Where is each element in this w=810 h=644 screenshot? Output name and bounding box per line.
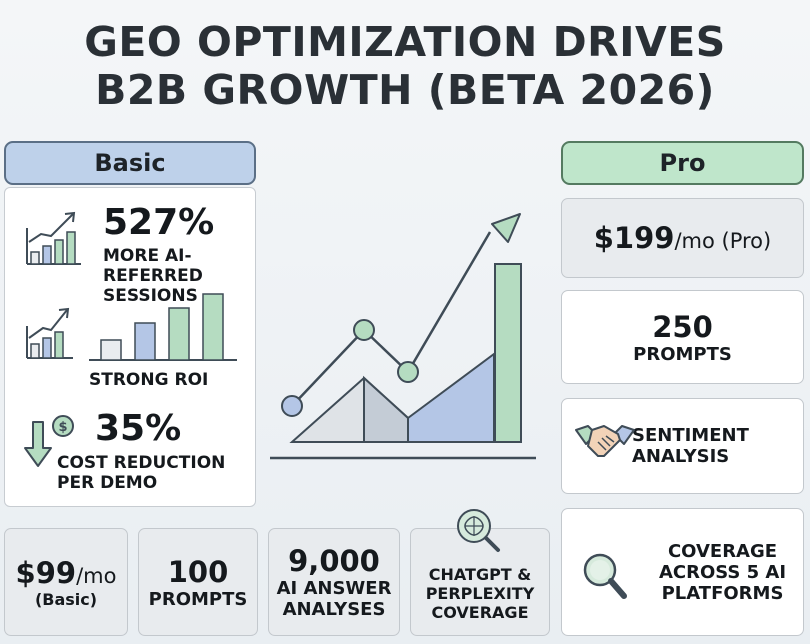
pro-sentiment-line-2: ANALYSIS [632, 446, 730, 467]
pro-price-unit: /mo (Pro) [674, 229, 772, 253]
basic-price: $99/mo [16, 556, 117, 590]
pro-header: Pro [561, 141, 804, 185]
basic-analyses-card: 9,000 AI ANSWER ANALYSES [268, 528, 400, 636]
pro-price-value: $199 [593, 221, 675, 255]
basic-header: Basic [4, 141, 256, 185]
pro-coverage-line-2: ACROSS 5 AI [658, 561, 787, 583]
basic-panel: 527% MORE AI-REFERRED SESSIONS STRONG RO… [4, 187, 256, 507]
pro-prompts-card: 250 PROMPTS [561, 290, 804, 384]
stat-527-value: 527% [103, 202, 215, 243]
handshake-icon [575, 425, 635, 457]
roi-bars-graphic [89, 293, 237, 361]
title-line-1: GEO OPTIMIZATION DRIVES [84, 18, 726, 66]
basic-analyses-value: 9,000 [288, 544, 380, 578]
basic-coverage-line-2: PERPLEXITY [425, 583, 535, 603]
pro-coverage-line-3: PLATFORMS [661, 582, 784, 604]
title-line-2: B2B GROWTH (BETA 2026) [95, 66, 715, 114]
down-arrow-dollar-icon: $ [24, 415, 74, 467]
bar-chart-up-icon [26, 307, 73, 359]
pro-price: $199/mo (Pro) [594, 221, 771, 255]
stat-35-caption-line-1: COST REDUCTION [57, 453, 226, 473]
bar-chart-up-icon [26, 211, 81, 265]
stat-527-caption-line-2: SESSIONS [103, 286, 198, 306]
pro-price-card: $199/mo (Pro) [561, 198, 804, 278]
stat-527-caption-line-1: MORE AI-REFERRED [103, 246, 203, 286]
ai-magnifier-icon [457, 509, 500, 552]
basic-price-card: $99/mo (Basic) [4, 528, 128, 636]
stat-35-caption: COST REDUCTION PER DEMO [57, 453, 225, 493]
basic-price-value: $99 [15, 555, 77, 590]
growth-chart-graphic [270, 213, 536, 460]
svg-text:$: $ [58, 420, 67, 435]
pro-prompts-label: PROMPTS [633, 343, 732, 365]
basic-prompts-card: 100 PROMPTS [138, 528, 258, 636]
stat-roi-caption: STRONG ROI [89, 370, 209, 390]
stat-35-caption-line-2: PER DEMO [57, 473, 158, 493]
basic-price-unit: /mo [76, 563, 117, 588]
basic-analyses-line-1: AI ANSWER [276, 578, 392, 599]
stat-527-caption: MORE AI-REFERRED SESSIONS [103, 246, 255, 306]
pro-coverage-line-1: COVERAGE [667, 540, 778, 562]
basic-price-tier: (Basic) [34, 589, 98, 609]
pro-prompts-value: 250 [652, 309, 713, 344]
page-title: GEO OPTIMIZATION DRIVES B2B GROWTH (BETA… [0, 18, 810, 114]
pro-sentiment-line-1: SENTIMENT [632, 425, 749, 446]
stat-35-value: 35% [95, 408, 182, 449]
basic-coverage-line-3: COVERAGE [431, 602, 529, 622]
basic-analyses-line-2: ANALYSES [282, 599, 386, 620]
basic-prompts-value: 100 [167, 554, 229, 589]
magnifier-icon [583, 553, 627, 599]
basic-prompts-label: PROMPTS [148, 588, 248, 610]
basic-coverage-line-1: CHATGPT & [428, 564, 532, 584]
